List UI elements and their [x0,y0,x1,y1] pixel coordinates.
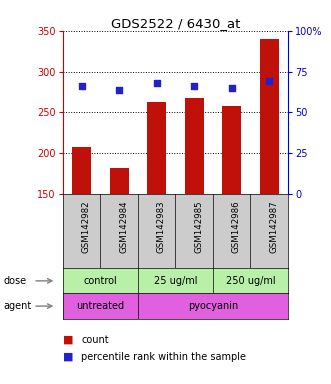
Point [266,78,272,84]
Text: 250 ug/ml: 250 ug/ml [226,276,275,286]
Text: dose: dose [3,276,26,286]
Text: GSM142983: GSM142983 [157,200,166,253]
Point [79,83,84,89]
Point [229,85,234,91]
Text: GSM142985: GSM142985 [194,200,203,253]
Text: pyocyanin: pyocyanin [188,301,238,311]
Text: GSM142986: GSM142986 [232,200,241,253]
Bar [222,106,241,194]
Text: agent: agent [3,301,31,311]
Text: ■: ■ [63,335,73,345]
Point [192,83,197,89]
Text: untreated: untreated [76,301,124,311]
Bar [72,147,91,194]
Point [154,80,159,86]
Text: control: control [83,276,117,286]
Text: GSM142987: GSM142987 [269,200,278,253]
Text: GSM142984: GSM142984 [119,200,128,253]
Text: count: count [81,335,109,345]
Title: GDS2522 / 6430_at: GDS2522 / 6430_at [111,17,240,30]
Text: GSM142982: GSM142982 [82,200,91,253]
Bar [260,39,279,194]
Point [117,86,122,93]
Text: percentile rank within the sample: percentile rank within the sample [81,352,246,362]
Bar [110,168,128,194]
Bar [185,98,204,194]
Text: ■: ■ [63,352,73,362]
Bar [147,102,166,194]
Text: 25 ug/ml: 25 ug/ml [154,276,197,286]
